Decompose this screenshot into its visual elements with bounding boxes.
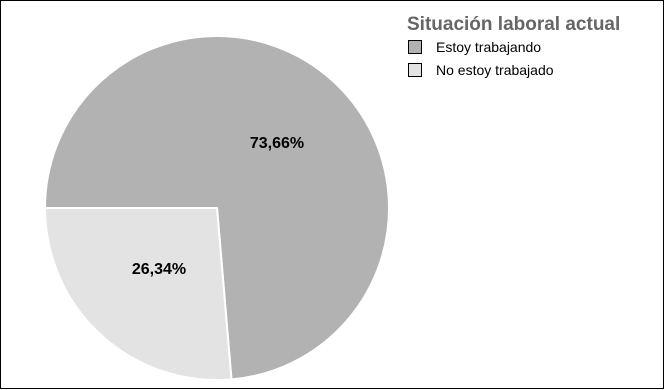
legend-label-estoy-trabajando: Estoy trabajando: [436, 39, 542, 55]
legend-swatch-estoy-trabajando: [408, 40, 422, 54]
pie-slice-no-estoy-trabajado: [43, 207, 233, 381]
legend-label-no-estoy-trabajado: No estoy trabajado: [436, 62, 554, 78]
legend-swatch-no-estoy-trabajado: [408, 63, 422, 77]
slice-label-no-estoy-trabajado: 26,34%: [132, 261, 186, 278]
legend-item-no-estoy-trabajado: No estoy trabajado: [408, 62, 554, 78]
legend-title: Situación laboral actual: [407, 14, 621, 35]
legend-item-estoy-trabajando: Estoy trabajando: [408, 39, 541, 55]
slice-label-estoy-trabajando: 73,66%: [250, 135, 304, 152]
